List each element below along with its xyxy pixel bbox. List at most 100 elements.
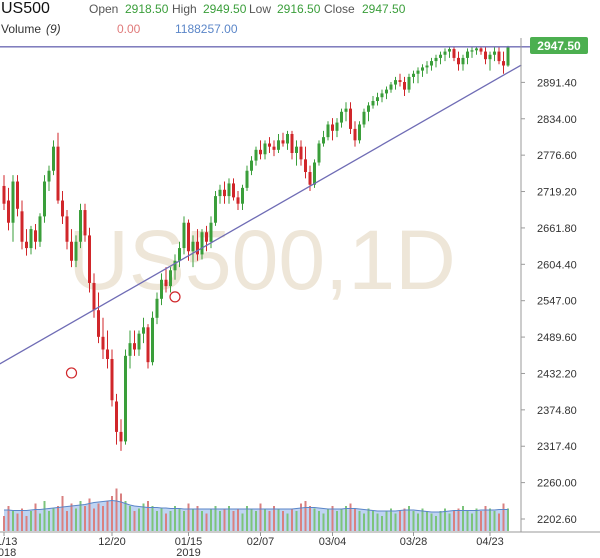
candle-body: [322, 137, 325, 144]
y-tick-label: 2776.60: [537, 150, 577, 162]
candle-body: [47, 170, 51, 182]
volume-bar: [309, 506, 311, 531]
axes-layer: 2891.40 2834.00 2776.60 2719.20 2661.80 2604.…: [0, 38, 600, 558]
volume-bar: [462, 506, 464, 531]
volume-bar: [93, 508, 95, 531]
volume-bar: [138, 508, 140, 531]
y-tick-label: 2661.80: [537, 223, 577, 235]
volume-bar: [484, 506, 487, 531]
candle-body: [106, 349, 109, 360]
candle-body: [349, 108, 352, 129]
volume-bar: [507, 508, 509, 531]
volume-bar: [273, 506, 275, 531]
candle-body: [205, 232, 208, 242]
volume-bar: [259, 503, 262, 531]
candle-body: [493, 51, 496, 55]
candle-body: [124, 355, 127, 442]
candle-body: [196, 241, 199, 255]
volume-bar: [448, 513, 451, 531]
volume-bar: [340, 508, 343, 531]
volume-bar: [129, 506, 131, 531]
candle-body: [155, 298, 159, 318]
volume-bar: [502, 503, 505, 531]
candle-body: [56, 146, 60, 201]
volume-bar: [147, 501, 149, 531]
candle-body: [367, 105, 370, 112]
y-tick-label: 2489.60: [537, 332, 577, 344]
candle-body: [398, 80, 402, 83]
candle-body: [277, 140, 280, 150]
candle-body: [137, 333, 141, 350]
candle-body: [65, 216, 69, 242]
candle-body: [119, 431, 123, 442]
candle-body: [250, 160, 253, 171]
volume-bar: [61, 496, 64, 531]
volume-bar: [367, 508, 370, 531]
candle-body: [79, 210, 82, 242]
volume-bar: [493, 511, 496, 531]
candle-body: [353, 128, 357, 141]
volume-bar: [3, 516, 5, 531]
y-tick-label: 2719.20: [537, 187, 577, 199]
low-value: 2916.50: [277, 2, 321, 16]
high-value: 2949.50: [203, 2, 247, 16]
volume-bar: [475, 508, 478, 531]
trendline-layer: [0, 46, 530, 379]
volume-bar: [363, 513, 365, 531]
volume-bar: [232, 511, 235, 531]
candle-body: [110, 359, 114, 401]
open-label: Open: [89, 2, 119, 16]
volume-bar: [291, 508, 293, 531]
volume-bar: [160, 508, 163, 531]
volume-bar: [30, 511, 32, 531]
volume-bar: [426, 511, 428, 531]
volume-bar: [178, 508, 181, 531]
candle-body: [421, 67, 424, 71]
candle-body: [101, 336, 105, 350]
candle-body: [470, 50, 474, 52]
volume-bar: [39, 513, 41, 531]
volume-bar: [318, 511, 320, 531]
candle-body: [218, 189, 222, 197]
candle-body: [2, 185, 6, 204]
candle-body: [232, 183, 235, 198]
candle-body: [295, 146, 298, 153]
x-tick-year-label: 2019: [176, 547, 200, 558]
candle-body: [146, 327, 150, 363]
volume-bar: [277, 508, 280, 531]
candle-body: [16, 181, 19, 209]
volume-bar: [457, 508, 460, 531]
y-tick-label: 2604.40: [537, 259, 577, 271]
candle-body: [439, 54, 442, 58]
volume-period: (9): [46, 22, 61, 36]
candle-body: [164, 279, 168, 287]
candle-body: [173, 260, 177, 271]
volume-bar: [331, 506, 334, 531]
volume-bar: [498, 513, 500, 531]
volume-bar: [408, 506, 410, 531]
candle-body: [70, 241, 73, 261]
volume-bar: [223, 508, 226, 531]
candle-body: [83, 210, 87, 236]
candle-body: [223, 189, 226, 197]
volume-bar: [84, 506, 86, 531]
volume-pane: [3, 488, 509, 531]
volume-bar: [313, 508, 316, 531]
volume-label: Volume: [1, 22, 42, 36]
candle-body: [182, 222, 186, 249]
volume-bar: [169, 511, 172, 531]
y-tick-label: 2374.80: [537, 405, 577, 417]
candle-body: [358, 124, 361, 141]
volume-bar: [43, 501, 46, 531]
volume-bar: [156, 511, 158, 531]
volume-bar: [304, 501, 307, 531]
candle-body: [434, 57, 438, 62]
volume-bar: [106, 501, 109, 531]
candle-body: [371, 101, 375, 106]
candle-body: [394, 80, 397, 85]
volume-bar: [417, 513, 419, 531]
candle-body: [61, 200, 64, 217]
volume-bar: [489, 508, 491, 531]
volume-bar: [453, 511, 455, 531]
